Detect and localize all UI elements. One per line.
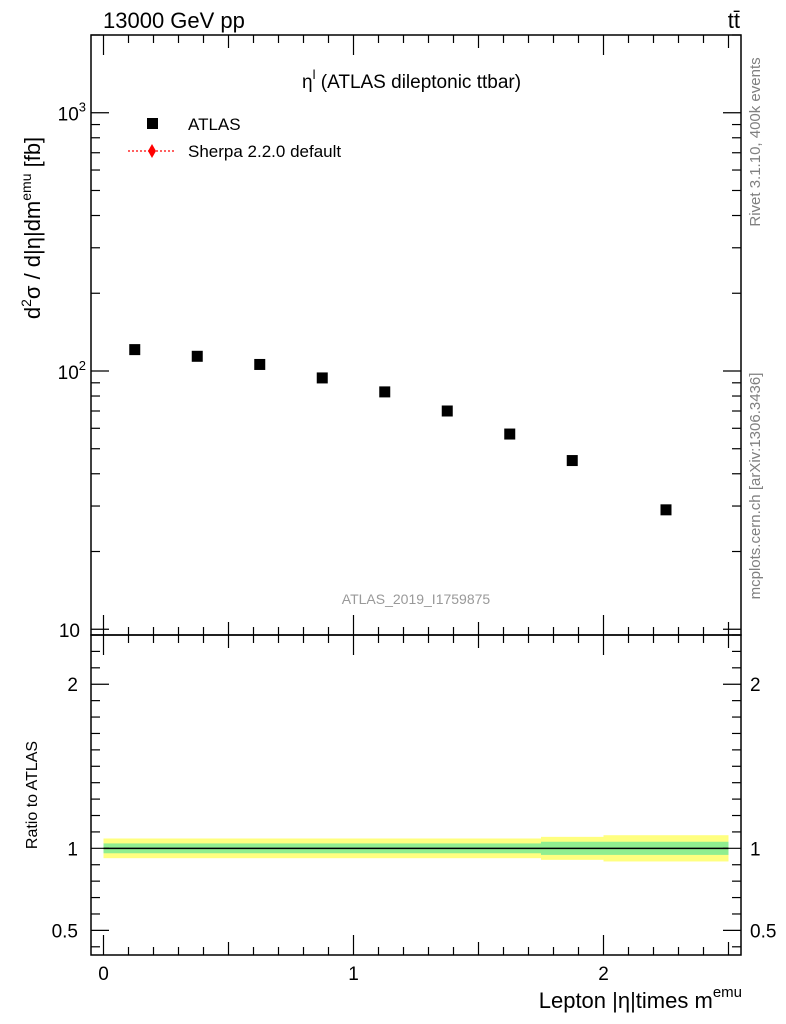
ylabel-part-emu: emu: [18, 174, 34, 201]
plot-title-sup: l: [313, 67, 316, 82]
ylabel-part-unit: [fb]: [20, 137, 45, 174]
legend-atlas-marker: [147, 118, 158, 129]
legend-sherpa-marker: [148, 144, 156, 158]
plot-title-rest: (ATLAS dileptonic ttbar): [315, 72, 521, 93]
header-energy-label: 13000 GeV pp: [103, 8, 245, 33]
atlas-data-point: [379, 386, 391, 398]
atlas-data-point: [129, 344, 141, 356]
ratio-y-tick-label: 1: [67, 839, 78, 860]
main-x-axis: [102, 35, 730, 635]
header-process-label: tt̄: [728, 8, 740, 33]
atlas-data-point: [254, 358, 266, 370]
main-y-tick-label: 10: [59, 621, 80, 642]
atlas-data-point: [660, 504, 672, 516]
ylabel-part-sigma: σ / d|η|dm: [20, 201, 45, 299]
ratio-y-tick-label-right: 2: [750, 675, 761, 696]
main-panel: 10 102 103 ηl (ATLAS dileptonic ttbar) ATL…: [18, 34, 742, 642]
xlabel-part-emu: emu: [713, 984, 742, 1001]
ratio-y-axis: 0.5 0.5 1 1 2 2: [52, 634, 776, 948]
atlas-data-point: [191, 350, 203, 362]
atlas-data-point: [441, 405, 453, 417]
plot-title-main: η: [302, 72, 313, 93]
main-y-tick-label: 103: [58, 100, 86, 126]
ratio-x-axis: 0 1 2: [98, 635, 730, 985]
ratio-y-tick-label-right: 0.5: [750, 921, 776, 942]
ylabel-part-d: d: [20, 307, 45, 319]
x-tick-label: 0: [98, 964, 109, 985]
atlas-data-point: [566, 455, 578, 467]
atlas-data-point: [316, 372, 328, 384]
legend: ATLAS Sherpa 2.2.0 default: [128, 115, 341, 161]
ratio-y-tick-label-right: 1: [750, 839, 761, 860]
ratio-panel: 0.5 0.5 1 1 2 2 0 1 2 Ratio to ATLAS Lepton |η|…: [24, 634, 776, 1013]
x-tick-label: 1: [348, 964, 359, 985]
analysis-watermark: ATLAS_2019_I1759875: [342, 591, 491, 607]
main-y-axis: 10 102 103: [58, 34, 741, 642]
legend-atlas-label: ATLAS: [188, 115, 241, 134]
rivet-version-label: Rivet 3.1.10, 400k events: [747, 57, 764, 226]
x-axis-title: Lepton |η|times memu: [539, 984, 742, 1013]
atlas-data-points: [129, 344, 672, 516]
ratio-frame: [90, 634, 742, 956]
atlas-data-point: [504, 428, 516, 440]
ratio-y-tick-label: 0.5: [52, 921, 78, 942]
xlabel-part-main: Lepton |η|times m: [539, 988, 713, 1013]
ratio-y-axis-title: Ratio to ATLAS: [24, 741, 41, 849]
plot-title: ηl (ATLAS dileptonic ttbar): [302, 67, 521, 93]
x-tick-label: 2: [598, 964, 609, 985]
main-y-axis-title: d2σ / d|η|dmemu [fb]: [18, 137, 45, 319]
legend-sherpa-label: Sherpa 2.2.0 default: [188, 142, 341, 161]
ratio-y-tick-label: 2: [67, 675, 78, 696]
mcplots-label: mcplots.cern.ch [arXiv:1306.3436]: [747, 373, 764, 600]
ylabel-part-2: 2: [18, 299, 34, 307]
main-y-tick-label: 102: [58, 358, 86, 384]
